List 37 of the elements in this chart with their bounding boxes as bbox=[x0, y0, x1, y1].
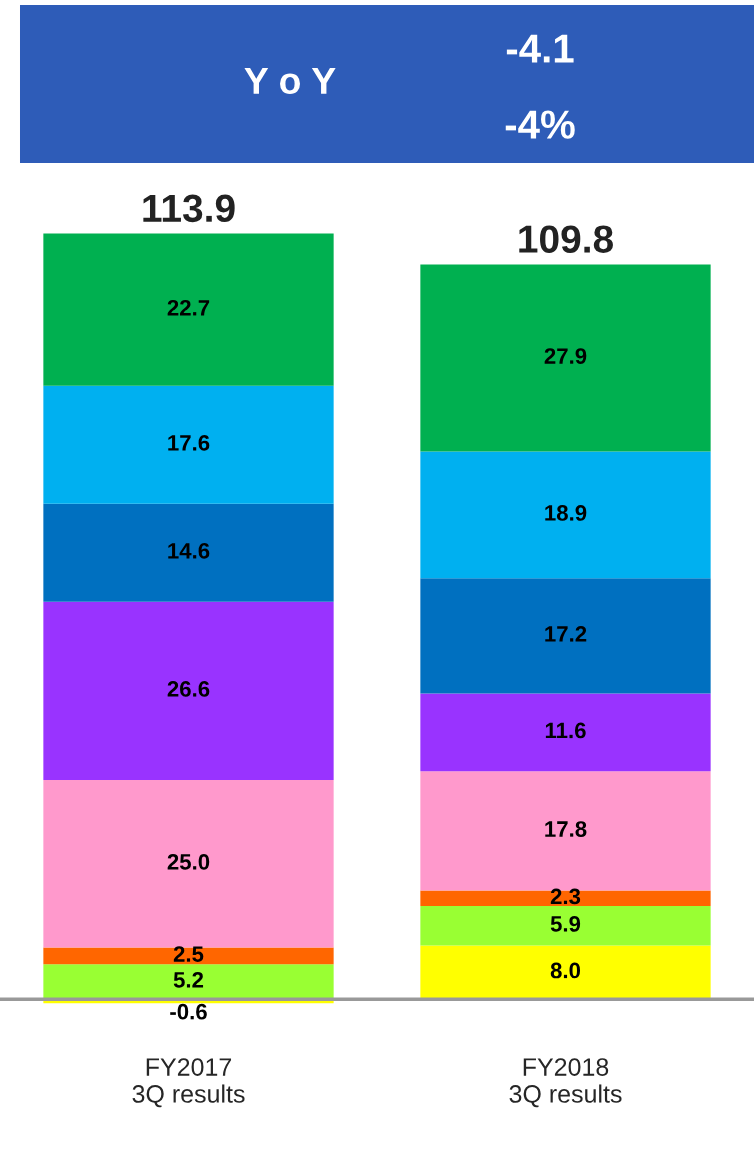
data-label: 14.6 bbox=[168, 542, 210, 559]
data-label: 25.0 bbox=[167, 853, 210, 870]
data-label: 5.9 bbox=[550, 916, 581, 932]
bar bbox=[420, 578, 711, 694]
bar bbox=[43, 385, 334, 504]
text: Y o Y bbox=[244, 67, 336, 95]
data-label: 26.6 bbox=[167, 681, 210, 697]
data-label: 27.9 bbox=[544, 348, 587, 364]
bar bbox=[420, 890, 711, 906]
data-label: 5.2 bbox=[173, 971, 204, 988]
data-label: 17.6 bbox=[168, 434, 210, 451]
data-label: 17.2 bbox=[545, 626, 587, 642]
bar bbox=[420, 945, 711, 1000]
bar bbox=[43, 233, 334, 386]
data-label: 2.3 bbox=[550, 888, 581, 905]
data-label: 11.6 bbox=[545, 722, 586, 739]
data-label: -0.6 bbox=[170, 1003, 207, 1020]
total-label: 109.8 bbox=[519, 225, 613, 253]
data-label: 2.5 bbox=[173, 946, 204, 962]
bar bbox=[420, 693, 711, 772]
bar bbox=[43, 601, 334, 780]
text: -4.1 bbox=[506, 34, 574, 63]
bar bbox=[43, 947, 334, 965]
data-label: 18.9 bbox=[545, 505, 587, 521]
bar bbox=[43, 503, 334, 602]
data-label: 8.0 bbox=[550, 962, 581, 979]
text: -4% bbox=[505, 110, 575, 139]
x-tick-label: FY2018 3Q results bbox=[509, 1058, 622, 1108]
data-label: 17.8 bbox=[545, 821, 587, 837]
total-label: 113.9 bbox=[143, 194, 235, 223]
bar bbox=[43, 779, 334, 948]
bar bbox=[420, 906, 711, 946]
bar bbox=[43, 964, 334, 1000]
bar bbox=[420, 451, 711, 579]
data-label: 22.7 bbox=[167, 299, 210, 316]
bar bbox=[420, 264, 711, 452]
x-tick-label: FY2017 3Q results bbox=[132, 1058, 245, 1108]
